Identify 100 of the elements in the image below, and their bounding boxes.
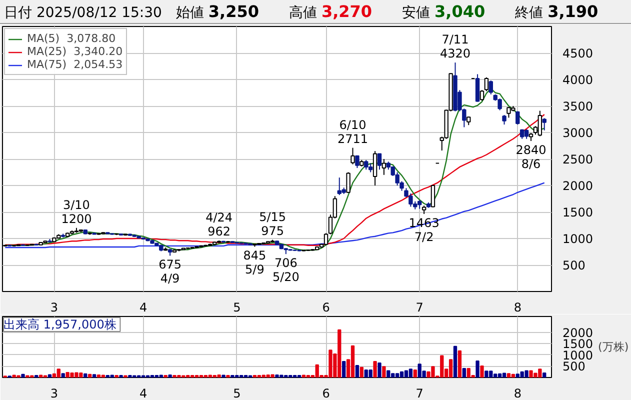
x-tick-label: 7 <box>416 300 424 314</box>
candlestick <box>488 80 493 95</box>
y-tick-label: 2000 <box>562 179 594 193</box>
x-tick-label: 4 <box>140 300 148 314</box>
candlestick <box>368 162 373 173</box>
bar <box>270 374 274 378</box>
bar <box>128 374 132 378</box>
bar <box>404 370 408 378</box>
bar <box>61 373 65 378</box>
bar <box>92 374 96 378</box>
bar <box>88 374 92 378</box>
y-tick-label: 2500 <box>562 152 594 166</box>
candlestick <box>542 118 546 131</box>
bar <box>222 374 226 378</box>
x-tick-label: 5 <box>233 300 241 314</box>
x-tick-label: 4 <box>140 386 148 400</box>
candlestick <box>516 110 520 126</box>
bar <box>21 374 25 378</box>
bar <box>204 374 208 378</box>
candlestick <box>364 160 368 170</box>
candlestick <box>350 147 355 165</box>
bar <box>292 374 297 378</box>
bar <box>194 374 199 378</box>
candlestick <box>475 74 480 102</box>
y-tick-label: 1000 <box>562 232 594 246</box>
bar <box>506 373 511 378</box>
annotation: 706 5/20 <box>272 256 300 284</box>
bar <box>355 365 360 378</box>
bar <box>297 374 302 378</box>
annotation: 6/10 2711 <box>337 118 368 146</box>
y-tick-label: 500 <box>562 258 586 272</box>
bar <box>476 360 480 378</box>
chart-title: 日付 2025/08/12 15:30 <box>4 5 162 21</box>
bar <box>368 370 372 378</box>
bar <box>408 368 413 378</box>
bar <box>84 373 88 378</box>
bar <box>484 370 488 378</box>
text: 安値 3,040 <box>402 2 486 21</box>
annotation: 845 5/9 <box>243 248 266 277</box>
y-tick-label: 4500 <box>562 46 594 60</box>
bar <box>542 372 546 378</box>
bar <box>448 359 453 378</box>
line-series <box>4 88 545 251</box>
bar <box>306 374 310 378</box>
bar <box>38 374 43 378</box>
y-tick-label: 500 <box>562 360 586 374</box>
bar <box>114 374 118 378</box>
legend-label: MA(75) 2,054.53 <box>27 58 123 71</box>
bar <box>252 374 257 378</box>
bar <box>150 374 154 378</box>
legend-label: MA(5) 3,078.80 <box>27 32 116 45</box>
x-tick-label: 3 <box>50 386 58 400</box>
x-tick-label: 8 <box>514 386 522 400</box>
y-tick-label: 4000 <box>562 73 594 87</box>
bar <box>226 374 230 378</box>
bar <box>400 371 404 378</box>
y-axis-title: (万株) <box>598 340 629 354</box>
bar <box>480 365 484 378</box>
annotation: 2840 8/6 <box>516 142 546 171</box>
annotation: 675 4/9 <box>158 258 182 286</box>
y-tick-label: 1500 <box>562 206 594 220</box>
bar <box>230 374 234 378</box>
y-tick-label: 3500 <box>562 100 594 114</box>
bar <box>257 374 262 378</box>
x-tick-label: 8 <box>514 300 522 314</box>
candlestick <box>372 150 378 186</box>
annotation: 3/10 1200 <box>61 198 92 226</box>
bar <box>360 366 364 378</box>
bar <box>302 374 306 378</box>
bar <box>168 374 172 378</box>
bar <box>378 362 382 378</box>
line-series <box>4 114 545 246</box>
bar <box>34 374 38 378</box>
candlestick <box>524 128 529 140</box>
bar <box>199 374 204 378</box>
text: 終値 3,190 <box>515 2 598 21</box>
chart-title: 出来高 1,957,000株 <box>4 318 116 332</box>
candlestick <box>355 155 360 169</box>
y-tick-label: 2000 <box>562 326 594 340</box>
bar <box>56 368 60 378</box>
bar <box>159 374 163 378</box>
candlestick <box>346 172 350 194</box>
x-tick-label: 6 <box>322 386 330 400</box>
bar <box>386 370 390 378</box>
candlestick <box>377 153 382 170</box>
candlestick <box>324 232 328 246</box>
x-tick-label: 5 <box>233 386 241 400</box>
bar <box>164 374 168 378</box>
bar <box>217 374 221 378</box>
bar <box>110 374 114 378</box>
bar <box>413 370 417 378</box>
bar <box>350 345 355 378</box>
bar <box>190 374 194 378</box>
legend-label: MA(25) 3,340.20 <box>27 45 123 58</box>
x-tick-label: 7 <box>416 386 424 400</box>
bar <box>119 374 123 378</box>
bar <box>244 374 248 378</box>
bar <box>342 360 346 378</box>
annotation: 5/15 975 <box>259 210 286 238</box>
candlestick <box>480 90 484 102</box>
